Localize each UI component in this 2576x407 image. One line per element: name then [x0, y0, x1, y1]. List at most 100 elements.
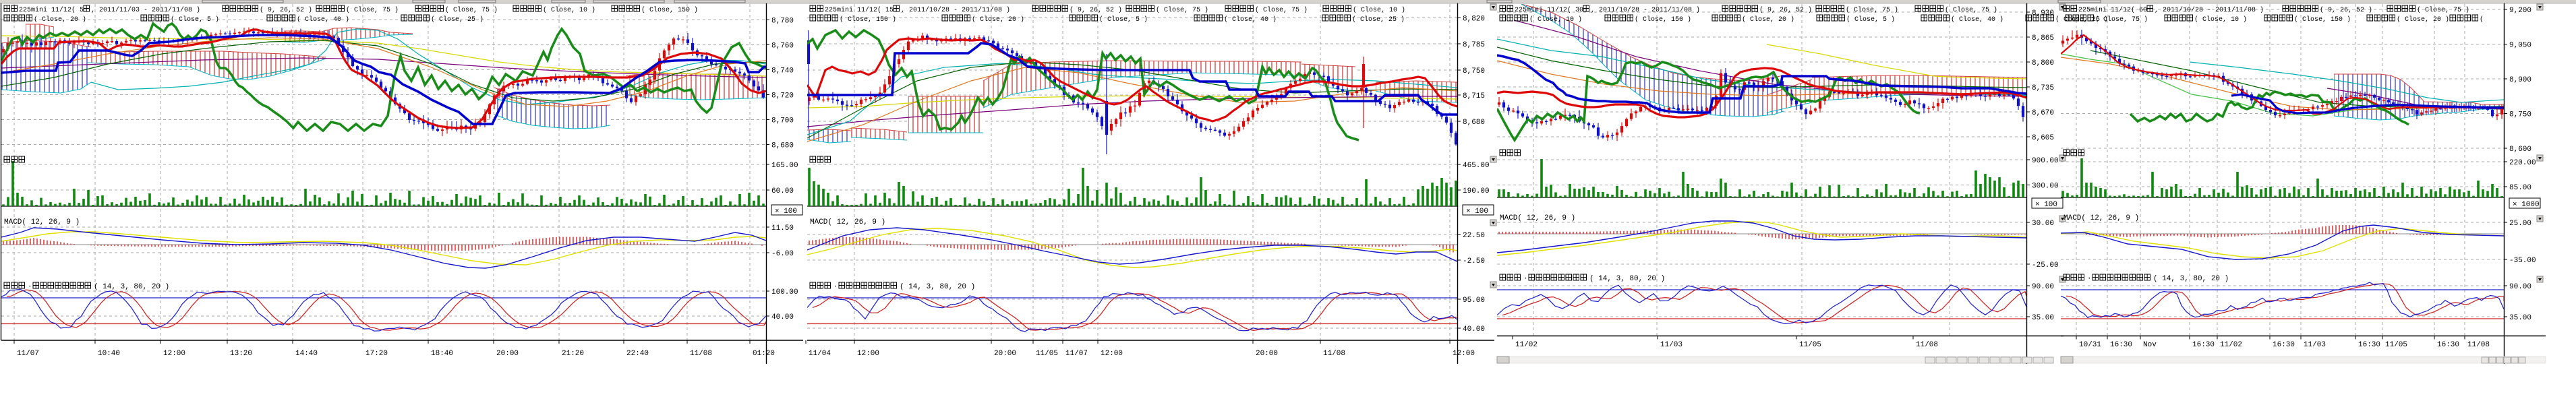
- svg-text:8,740: 8,740: [771, 67, 794, 75]
- svg-text:( Close, 20 ): ( Close, 20 ): [2397, 15, 2449, 24]
- svg-text:( Close, 75 ): ( Close, 75 ): [346, 6, 399, 14]
- svg-text:( Close, 75 ): ( Close, 75 ): [1156, 6, 1208, 14]
- svg-text:22:40: 22:40: [626, 350, 649, 358]
- svg-text:Nov: Nov: [2143, 341, 2157, 349]
- svg-text:( 9, 26, 52 ): ( 9, 26, 52 ): [2320, 6, 2372, 14]
- svg-text:225mini 11/12( 15: 225mini 11/12( 15: [825, 6, 894, 14]
- svg-text:MACD( 12, 26, 9 ): MACD( 12, 26, 9 ): [4, 218, 80, 226]
- svg-text:( Close, 10 ): ( Close, 10 ): [2194, 15, 2247, 24]
- svg-text:11/05: 11/05: [1036, 350, 1058, 358]
- svg-text:13:20: 13:20: [230, 350, 252, 358]
- svg-text:, 2011/11/03 - 2011/11/08 ): , 2011/11/03 - 2011/11/08 ): [91, 6, 200, 14]
- svg-text:22.50: 22.50: [1463, 232, 1485, 240]
- svg-text:30.00: 30.00: [2032, 220, 2054, 228]
- svg-text:100.00: 100.00: [771, 288, 798, 296]
- svg-text:( 14, 3, 80, 20 ): ( 14, 3, 80, 20 ): [1589, 275, 1665, 283]
- svg-text:11/08: 11/08: [2467, 341, 2490, 349]
- svg-text:95.00: 95.00: [1463, 296, 1485, 305]
- svg-text:35.00: 35.00: [2509, 314, 2531, 322]
- svg-text:( Close, 150 ): ( Close, 150 ): [641, 6, 698, 14]
- svg-text:( Close, 10 ): ( Close, 10 ): [1529, 15, 1582, 24]
- svg-text:20:00: 20:00: [1256, 350, 1278, 358]
- svg-text:( Close, 10 ): ( Close, 10 ): [543, 6, 595, 14]
- svg-text:85.00: 85.00: [2509, 184, 2531, 192]
- svg-text:17:20: 17:20: [365, 350, 388, 358]
- svg-text:40.00: 40.00: [1463, 325, 1485, 334]
- svg-text:8,760: 8,760: [771, 42, 794, 51]
- svg-text:11/08: 11/08: [1323, 350, 1345, 358]
- svg-text:16:30: 16:30: [2192, 341, 2215, 349]
- svg-text:( Close, 20 ): ( Close, 20 ): [972, 15, 1024, 24]
- svg-text:8,605: 8,605: [2032, 134, 2054, 142]
- svg-text:20:00: 20:00: [994, 350, 1016, 358]
- svg-text:( Close, 150 ): ( Close, 150 ): [1635, 15, 1691, 24]
- svg-text:16:30: 16:30: [2358, 341, 2380, 349]
- svg-text:11/07: 11/07: [1065, 350, 1088, 358]
- svg-text:·: ·: [1523, 275, 1528, 283]
- svg-text:( Close, 20 ): ( Close, 20 ): [1742, 15, 1794, 24]
- svg-text:16:30: 16:30: [2273, 341, 2295, 349]
- svg-text:( 14, 3, 80, 20 ): ( 14, 3, 80, 20 ): [94, 283, 169, 291]
- svg-text:11/07: 11/07: [17, 350, 39, 358]
- svg-text:( 14, 3, 80, 20 ): ( 14, 3, 80, 20 ): [900, 283, 975, 291]
- svg-text:( Close, 10 ): ( Close, 10 ): [1353, 6, 1405, 14]
- svg-text:× 1000: × 1000: [2513, 201, 2540, 209]
- svg-text:20:00: 20:00: [496, 350, 519, 358]
- svg-text:900.00: 900.00: [2032, 157, 2059, 165]
- svg-text:8,715: 8,715: [1463, 92, 1485, 100]
- svg-text:( Close, 5 ): ( Close, 5 ): [171, 15, 219, 24]
- svg-text:( Close, 40 ): ( Close, 40 ): [297, 15, 349, 24]
- svg-text:8,785: 8,785: [1463, 41, 1485, 49]
- svg-text:9,050: 9,050: [2509, 42, 2531, 50]
- svg-text:8,900: 8,900: [2509, 76, 2531, 84]
- svg-text:90.00: 90.00: [2032, 283, 2054, 291]
- svg-text:225mini 11/12( 5: 225mini 11/12( 5: [19, 6, 84, 14]
- svg-text:12:00: 12:00: [1453, 350, 1475, 358]
- svg-text:-2.50: -2.50: [1463, 257, 1485, 265]
- svg-text:11/08: 11/08: [690, 350, 712, 358]
- svg-text:11.50: 11.50: [771, 224, 794, 232]
- svg-text:8,820: 8,820: [1463, 15, 1485, 24]
- svg-text:( Close, 5 ): ( Close, 5 ): [1846, 15, 1895, 24]
- svg-text:10/31: 10/31: [2079, 341, 2101, 349]
- svg-text:MACD( 12, 26, 9 ): MACD( 12, 26, 9 ): [1500, 214, 1575, 222]
- svg-text:11/03: 11/03: [1660, 341, 1682, 349]
- svg-text:8,670: 8,670: [2032, 109, 2054, 117]
- svg-text:( Close, 40 ): ( Close, 40 ): [1224, 15, 1277, 24]
- svg-text:60.00: 60.00: [771, 187, 794, 195]
- svg-text:9,200: 9,200: [2509, 7, 2531, 15]
- svg-text:-35.00: -35.00: [2509, 257, 2536, 265]
- svg-text:( Close, 75 ): ( Close, 75 ): [445, 6, 498, 14]
- svg-text:( Close, 75 ): ( Close, 75 ): [2095, 15, 2148, 24]
- svg-text:8,735: 8,735: [2032, 84, 2054, 92]
- svg-text:( 14, 3, 80, 20 ): ( 14, 3, 80, 20 ): [2153, 275, 2229, 283]
- svg-text:8,750: 8,750: [1463, 67, 1485, 75]
- svg-text:8,930: 8,930: [2032, 9, 2054, 18]
- svg-text:-6.00: -6.00: [771, 250, 794, 258]
- svg-text:( Close, 25 ): ( Close, 25 ): [1352, 15, 1405, 24]
- svg-text:, 2011/10/28 - 2011/11/08 ): , 2011/10/28 - 2011/11/08 ): [1591, 6, 1700, 14]
- svg-text:8,865: 8,865: [2032, 34, 2054, 42]
- svg-text:× 100: × 100: [2035, 201, 2057, 209]
- svg-text:190.00: 190.00: [1463, 187, 1490, 195]
- svg-text:( Close, 75 ): ( Close, 75 ): [1945, 6, 1997, 14]
- svg-text:11/04: 11/04: [809, 350, 831, 358]
- svg-text:21:20: 21:20: [562, 350, 584, 358]
- svg-text:(: (: [2480, 15, 2484, 24]
- svg-text:·: ·: [28, 283, 32, 291]
- svg-text:( Close, 5 ): ( Close, 5 ): [1099, 15, 1148, 24]
- svg-text:12:00: 12:00: [1101, 350, 1123, 358]
- svg-text:MACD( 12, 26, 9 ): MACD( 12, 26, 9 ): [2063, 214, 2139, 222]
- svg-text:, 2011/10/28 - 2011/11/08 ): , 2011/10/28 - 2011/11/08 ): [2155, 6, 2264, 14]
- svg-text:16:30: 16:30: [2110, 341, 2132, 349]
- svg-text:220.00: 220.00: [2509, 159, 2536, 167]
- svg-text:225mini 11/12( 30: 225mini 11/12( 30: [1515, 6, 1583, 14]
- svg-text:( Close, 150 ): ( Close, 150 ): [840, 15, 896, 24]
- svg-text:·: ·: [833, 283, 838, 291]
- svg-text:16:30: 16:30: [2437, 341, 2459, 349]
- svg-text:8,680: 8,680: [771, 142, 794, 150]
- svg-text:( Close, 20 ): ( Close, 20 ): [34, 15, 86, 24]
- svg-text:465.00: 465.00: [1463, 162, 1490, 170]
- svg-text:·: ·: [2087, 275, 2092, 283]
- svg-text:( Close, 150 ): ( Close, 150 ): [2294, 15, 2351, 24]
